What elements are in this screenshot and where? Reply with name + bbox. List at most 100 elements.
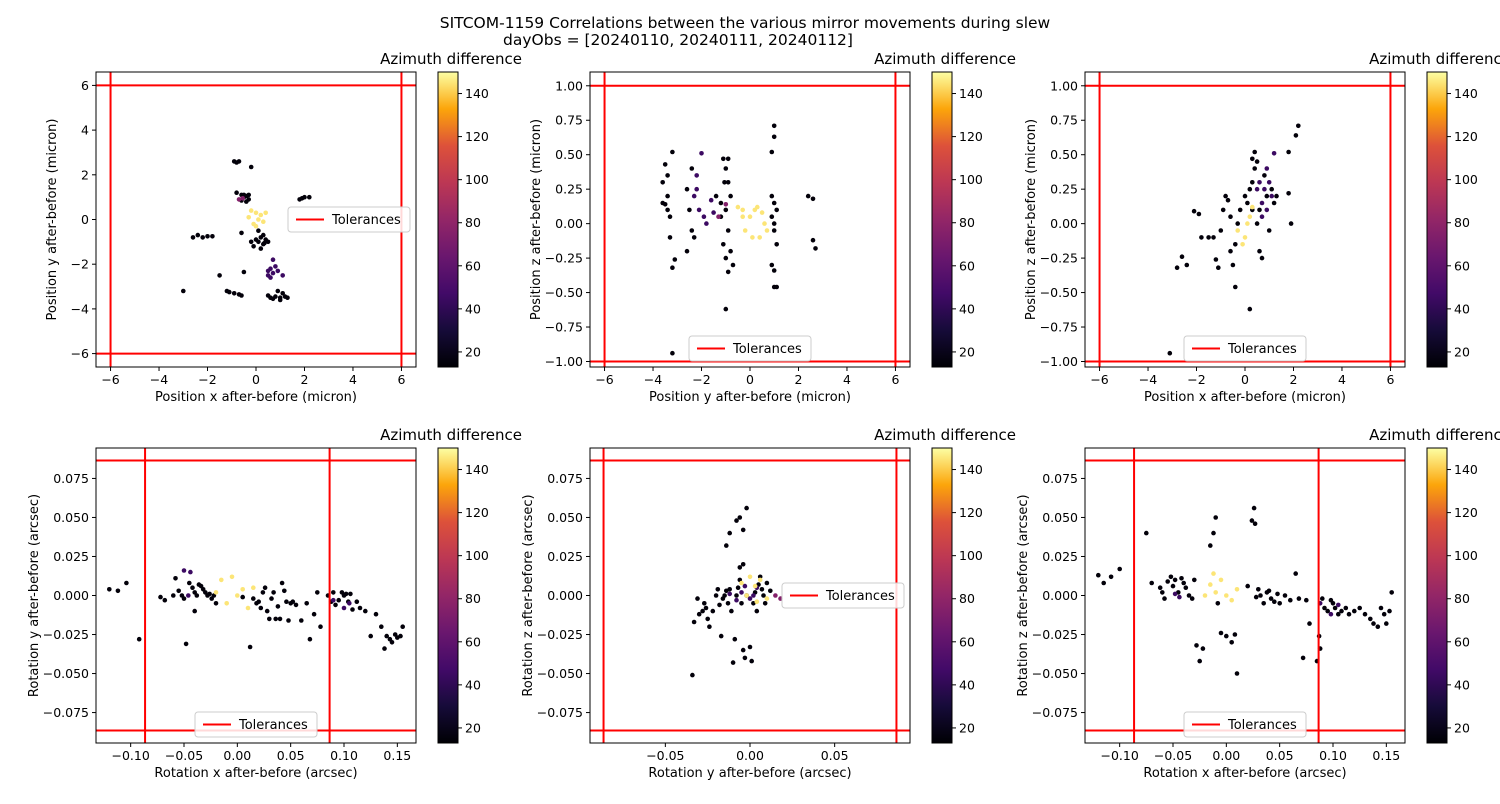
- x-tick-label: 0.15: [1372, 748, 1400, 763]
- data-point: [705, 616, 710, 622]
- data-point: [219, 577, 224, 583]
- colorbar-tick-label: 120: [465, 129, 489, 144]
- data-point: [699, 151, 704, 156]
- data-point: [293, 602, 299, 608]
- data-point: [247, 644, 253, 650]
- colorbar-tick-label: 40: [1454, 301, 1470, 316]
- data-point: [162, 597, 168, 603]
- x-tick-label: 2: [1290, 372, 1298, 387]
- data-point: [187, 580, 192, 586]
- x-tick-label: −0.10: [112, 748, 150, 763]
- data-point: [1177, 594, 1182, 600]
- data-point: [246, 192, 251, 198]
- y-tick-label: −0.025: [1032, 627, 1078, 642]
- data-point: [1247, 214, 1253, 219]
- data-point: [1249, 518, 1255, 523]
- x-tick-label: −6: [1090, 372, 1108, 387]
- legend-label: Tolerances: [825, 589, 895, 604]
- data-point: [1256, 587, 1261, 592]
- data-point: [721, 242, 726, 247]
- data-point: [734, 518, 739, 523]
- subplot-4: −0.10 −0.05 0.00 0.05 0.10 0.15 −0.075 −0.050 −0…: [27, 426, 522, 781]
- colorbar-tick-label: 60: [959, 258, 975, 273]
- data-point: [718, 633, 724, 639]
- data-point: [207, 591, 212, 597]
- data-point: [732, 636, 738, 642]
- data-point: [398, 633, 403, 639]
- data-point: [1218, 630, 1224, 636]
- data-point: [1339, 608, 1344, 614]
- legend-box: [1183, 711, 1307, 738]
- data-point: [331, 590, 336, 595]
- data-point: [734, 597, 739, 603]
- data-point: [1266, 180, 1272, 185]
- subplot-title: Azimuth difference: [380, 426, 522, 444]
- tolerance-lines: [590, 72, 910, 367]
- data-point: [1264, 166, 1270, 171]
- y-tick-label: 0.00: [1050, 216, 1078, 231]
- data-point: [1271, 200, 1277, 206]
- x-tick-label: 4: [843, 372, 851, 387]
- data-point: [722, 593, 727, 598]
- legend-box: [287, 206, 411, 233]
- data-point: [1307, 621, 1312, 626]
- x-tick-label: −4: [150, 372, 168, 387]
- y-tick-label: −0.050: [537, 666, 583, 681]
- data-point: [700, 608, 705, 614]
- x-tick-label: 0.10: [1319, 748, 1347, 763]
- data-point: [1234, 587, 1240, 592]
- legend: Tolerances: [1183, 335, 1307, 362]
- data-point: [689, 166, 695, 171]
- data-point: [1197, 658, 1202, 664]
- data-point: [1213, 590, 1218, 595]
- data-point: [684, 248, 690, 254]
- x-axis-label: Rotation x after-before (arcsec): [154, 766, 357, 781]
- x-tick-label: 0: [252, 372, 260, 387]
- data-point: [282, 588, 287, 594]
- data-point: [1157, 585, 1163, 590]
- data-point: [739, 601, 744, 606]
- data-point: [299, 618, 304, 623]
- data-point: [158, 594, 163, 600]
- data-point: [181, 596, 187, 601]
- data-point: [1172, 577, 1178, 583]
- colorbar-tick-label: 140: [959, 86, 983, 101]
- data-point: [1181, 580, 1186, 586]
- y-tick-label: −0.50: [545, 285, 583, 300]
- y-tick-label: −1.00: [545, 354, 583, 369]
- data-point: [1225, 197, 1231, 203]
- data-point: [1253, 594, 1259, 600]
- data-point: [265, 239, 271, 245]
- colorbar-tick-label: 40: [465, 677, 481, 692]
- data-point: [696, 611, 702, 617]
- x-tick-label: −2: [692, 372, 710, 387]
- data-point: [670, 149, 675, 155]
- data-point: [723, 207, 729, 213]
- x-tick-label: 0.00: [1212, 748, 1240, 763]
- data-point: [115, 588, 121, 594]
- data-point: [769, 262, 775, 268]
- y-tick-label: 1.00: [1050, 78, 1078, 93]
- data-point: [1262, 173, 1267, 178]
- data-point: [1300, 655, 1306, 661]
- y-tick-label: −0.025: [537, 627, 583, 642]
- data-point: [696, 207, 702, 213]
- data-point: [264, 608, 270, 614]
- data-point: [256, 239, 261, 245]
- data-point: [684, 186, 690, 192]
- data-point: [195, 232, 201, 238]
- data-point: [739, 580, 744, 586]
- data-point: [1229, 597, 1234, 603]
- data-point: [1258, 593, 1263, 598]
- subplot-title: Azimuth difference: [874, 426, 1016, 444]
- data-point: [236, 159, 242, 164]
- data-point: [1332, 605, 1338, 611]
- data-point: [1252, 166, 1257, 171]
- data-point: [307, 636, 313, 642]
- data-point: [1250, 156, 1255, 162]
- data-point: [710, 608, 716, 614]
- colorbar-tick-label: 60: [1454, 258, 1470, 273]
- colorbar-gradient: [931, 447, 953, 744]
- colorbar-tick-label: 120: [1454, 129, 1478, 144]
